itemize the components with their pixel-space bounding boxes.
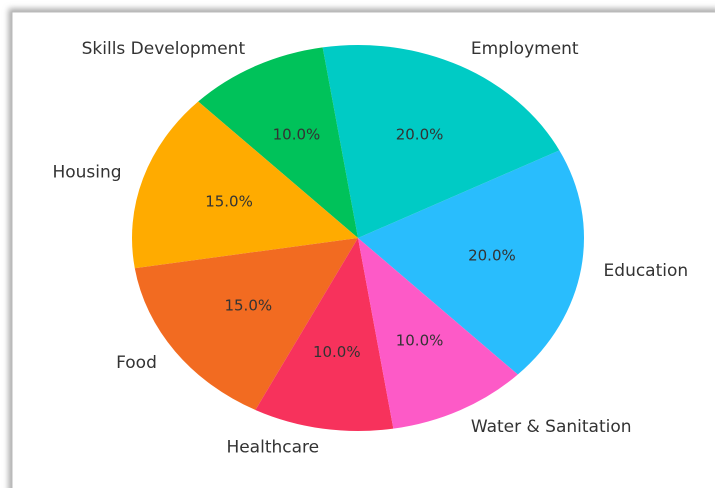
category-label: Housing xyxy=(52,162,121,182)
value-label: 15.0% xyxy=(205,193,253,211)
value-label: 10.0% xyxy=(313,343,361,361)
value-label: 20.0% xyxy=(468,247,516,265)
category-label: Food xyxy=(116,353,157,373)
value-label: 10.0% xyxy=(273,125,321,143)
pie: 20.0% Education 20.0% Employment 10.0% Skills… xyxy=(52,39,688,458)
category-label: Water & Sanitation xyxy=(471,417,632,437)
pie-slice xyxy=(322,45,560,238)
pie-slice xyxy=(358,150,584,375)
pie-slice xyxy=(358,238,518,429)
pie-slice xyxy=(198,47,358,238)
value-label: 20.0% xyxy=(396,125,444,143)
pie-slice xyxy=(134,238,358,410)
category-label: Employment xyxy=(471,39,579,59)
value-label: 10.0% xyxy=(396,332,444,350)
pie-slice xyxy=(255,238,394,431)
value-label: 15.0% xyxy=(224,297,272,315)
category-label: Education xyxy=(604,261,689,281)
category-label: Healthcare xyxy=(226,438,319,458)
pie-slice xyxy=(131,101,358,269)
category-label: Skills Development xyxy=(82,39,246,59)
